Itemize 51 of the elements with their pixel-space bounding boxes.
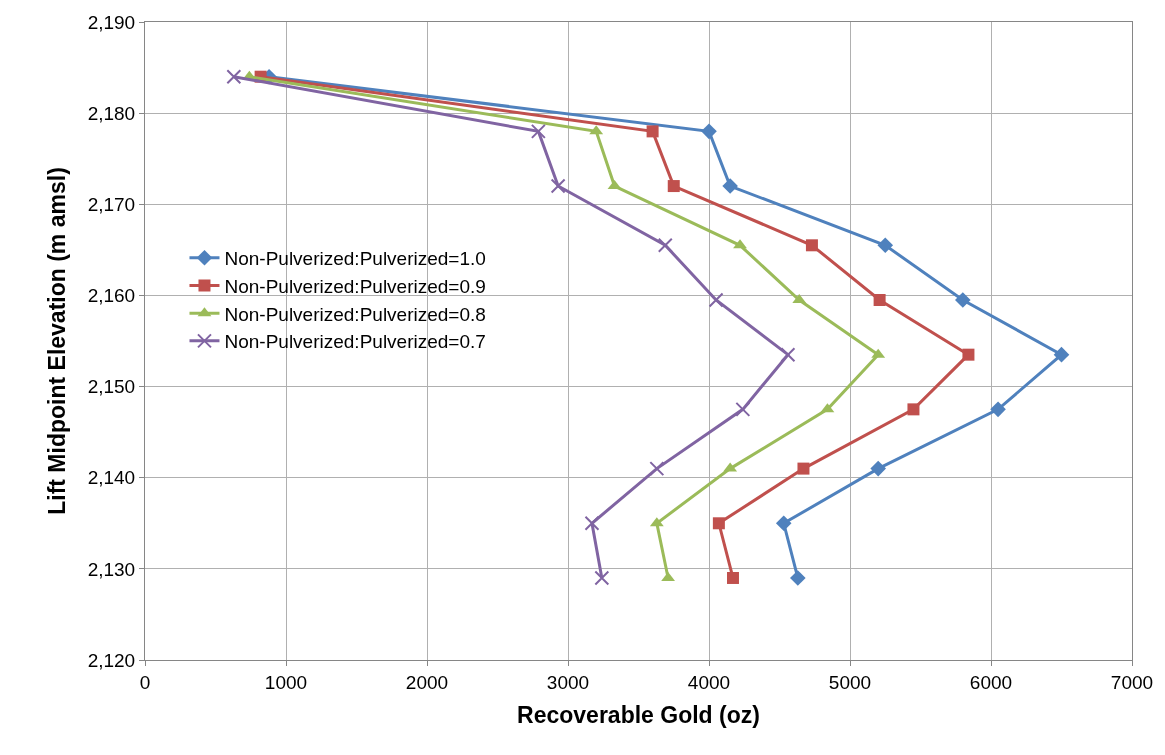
point xyxy=(584,515,600,531)
y-tick-label: 2,130 xyxy=(87,558,136,580)
x-tick-label: 5000 xyxy=(828,671,872,693)
point xyxy=(733,239,747,249)
point xyxy=(701,123,717,140)
x-tick-label: 2000 xyxy=(405,671,449,693)
point xyxy=(667,180,680,193)
legend-label: Non-Pulverized:Pulverized=1.0 xyxy=(224,248,486,270)
point xyxy=(797,462,810,475)
point xyxy=(870,460,886,477)
x-tick-label: 4000 xyxy=(687,671,731,693)
point xyxy=(722,178,738,194)
point xyxy=(780,347,796,363)
point xyxy=(550,178,566,194)
y-tick-label: 2,170 xyxy=(87,193,136,215)
point xyxy=(712,517,725,530)
point xyxy=(708,292,724,308)
y-tick-label: 2,160 xyxy=(87,285,136,307)
point xyxy=(962,348,975,361)
point xyxy=(873,293,886,306)
x-tick-label: 1000 xyxy=(264,671,308,693)
y-tick-label: 2,120 xyxy=(87,649,136,671)
x-tick-label: 6000 xyxy=(969,671,1013,693)
legend-label: Non-Pulverized:Pulverized=0.8 xyxy=(224,303,486,325)
y-tick-label: 2,190 xyxy=(87,11,136,33)
point xyxy=(657,237,673,253)
point xyxy=(649,461,665,477)
point xyxy=(646,125,659,138)
point xyxy=(955,292,971,308)
y-tick-label: 2,180 xyxy=(87,102,136,124)
y-tick-label: 2,140 xyxy=(87,467,136,489)
legend-label: Non-Pulverized:Pulverized=0.9 xyxy=(224,275,486,297)
point xyxy=(907,403,920,416)
x-axis-title: Recoverable Gold (oz) xyxy=(517,702,760,729)
point xyxy=(990,401,1006,418)
point xyxy=(877,237,894,254)
point xyxy=(805,239,818,252)
x-tick-label: 7000 xyxy=(1110,671,1154,693)
legend-label: Non-Pulverized:Pulverized=0.7 xyxy=(224,331,486,353)
point xyxy=(1053,346,1070,363)
point xyxy=(790,570,806,586)
point xyxy=(530,123,546,139)
point xyxy=(594,570,610,586)
x-tick-label: 3000 xyxy=(546,671,590,693)
y-tick-label: 2,150 xyxy=(87,376,136,398)
point xyxy=(226,69,242,85)
x-tick-label: 0 xyxy=(139,671,151,693)
point xyxy=(726,571,739,584)
point xyxy=(775,515,792,532)
point xyxy=(735,401,751,417)
y-axis-title: Lift Midpoint Elevation (m amsl) xyxy=(44,167,71,515)
